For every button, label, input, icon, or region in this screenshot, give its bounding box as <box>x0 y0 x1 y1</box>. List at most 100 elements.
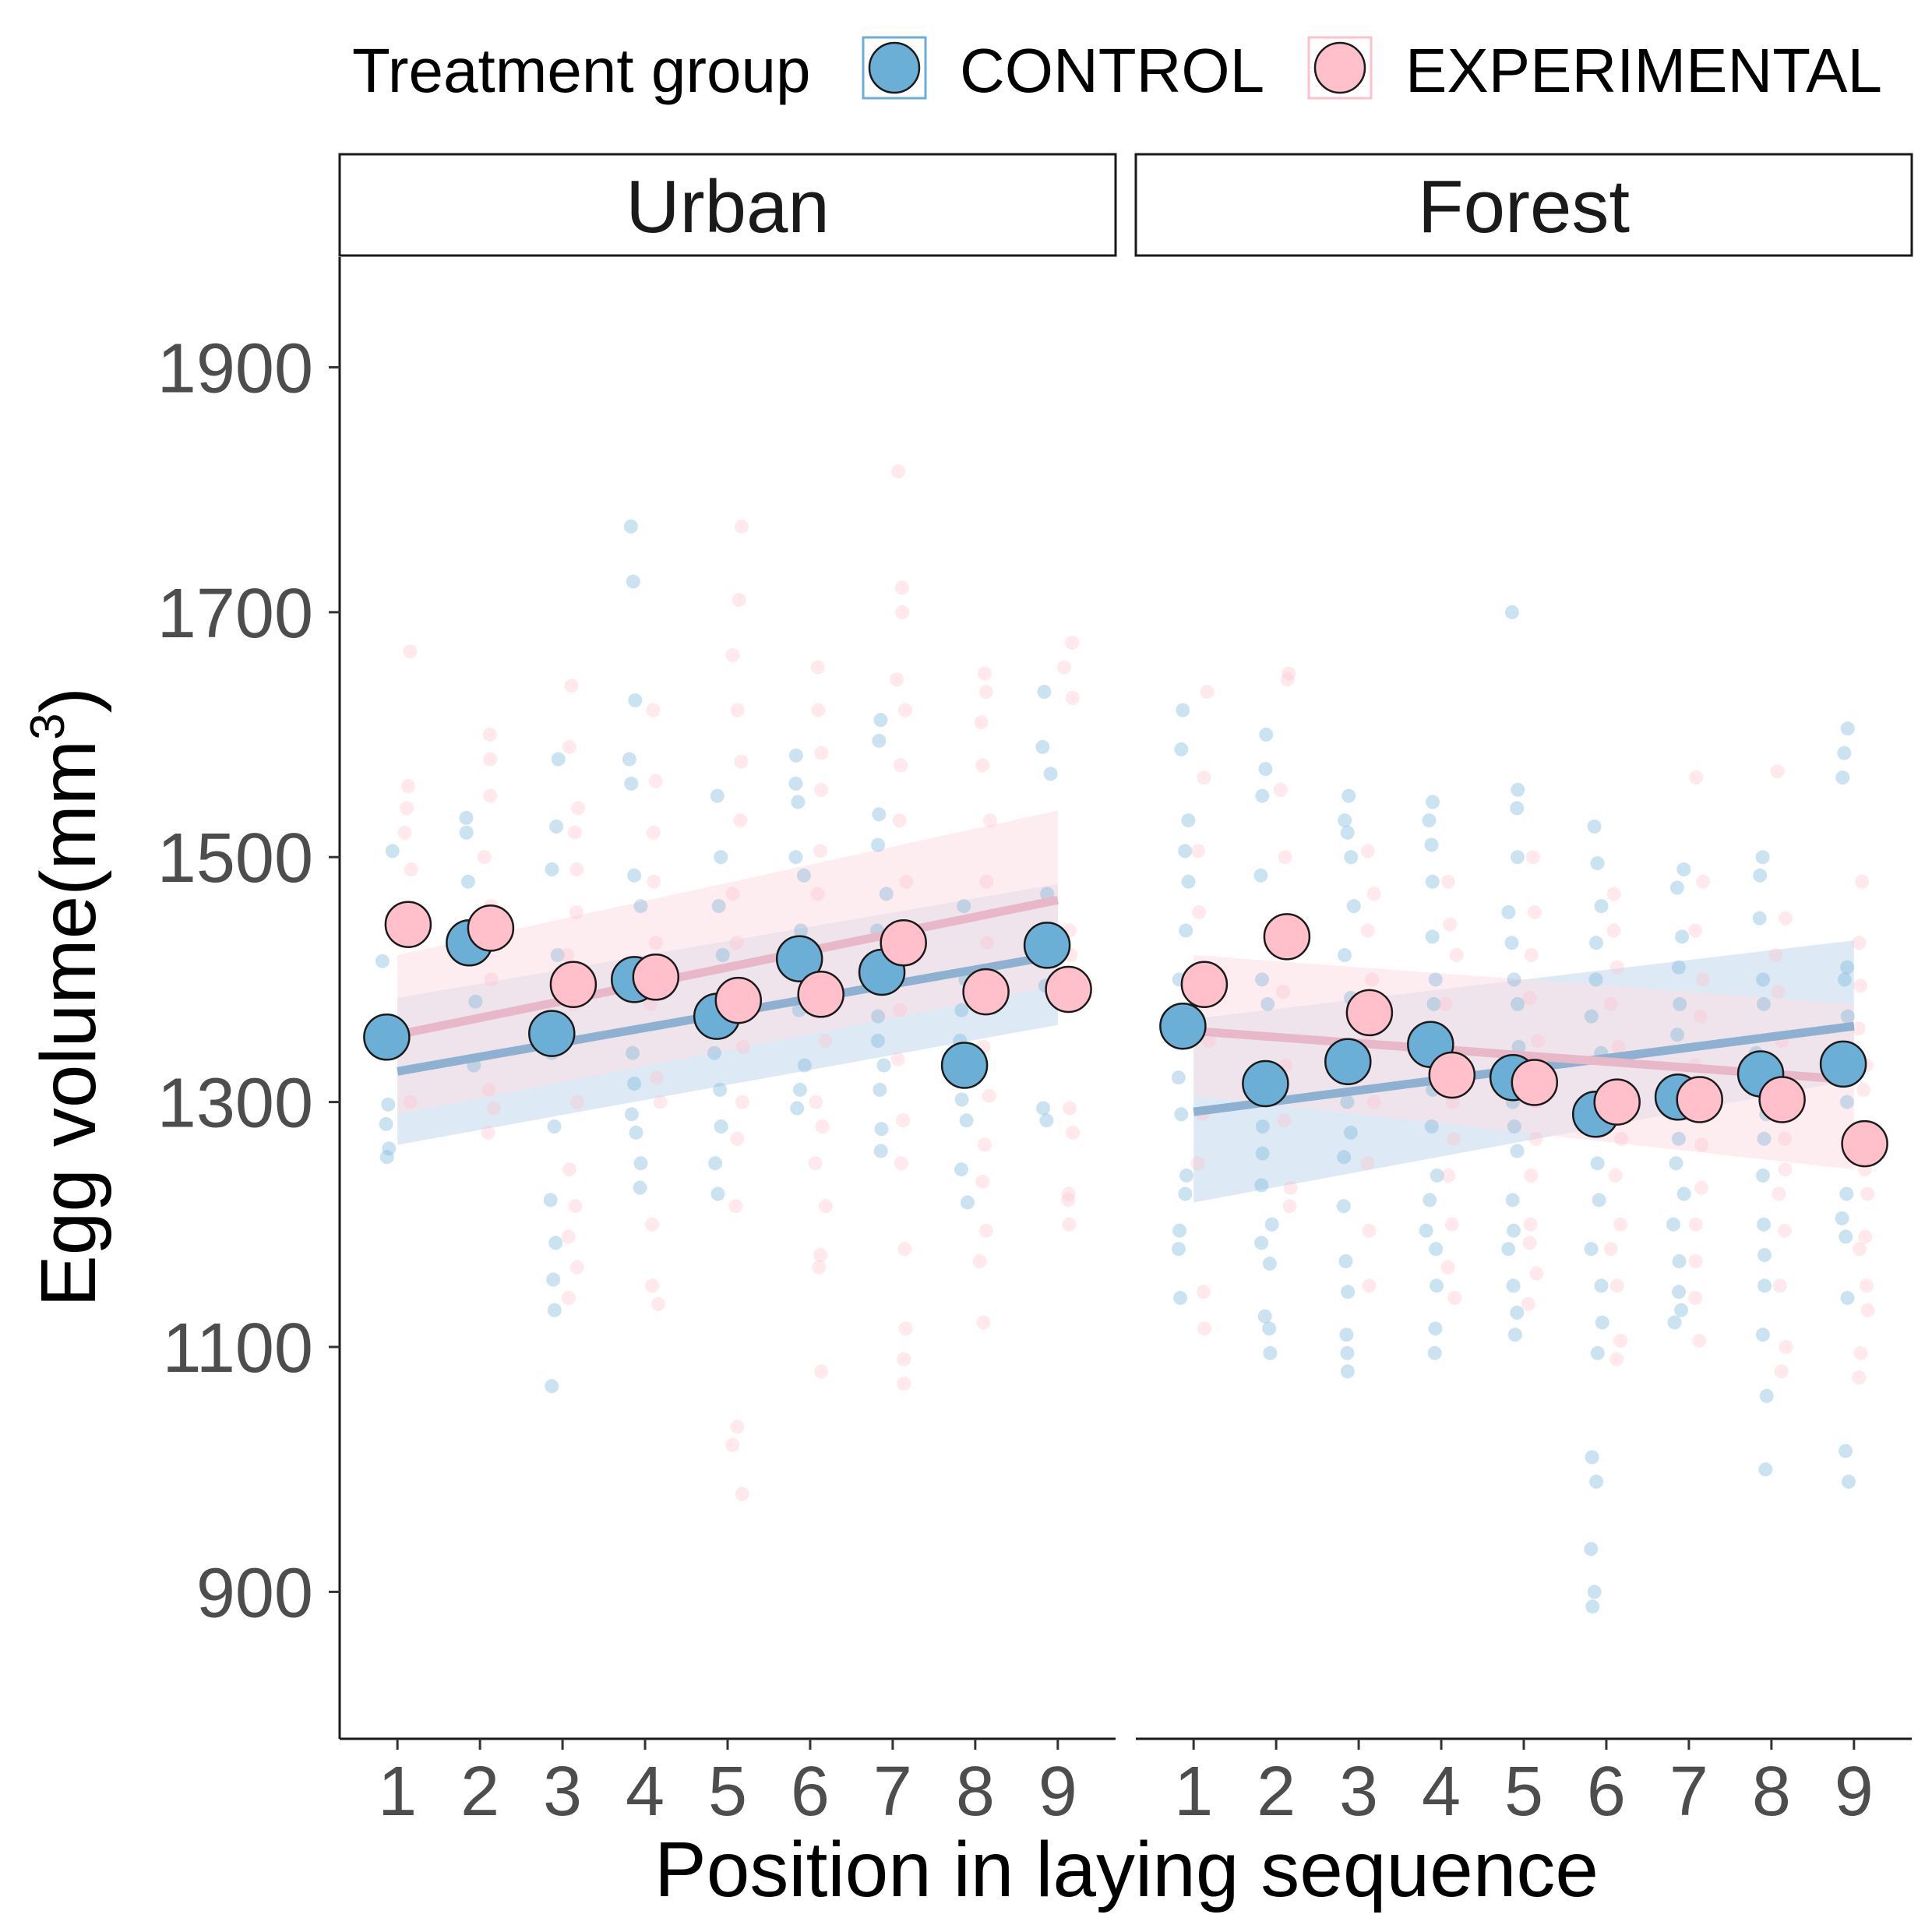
raw-point-forest-experimental <box>1278 850 1292 865</box>
x-tick-label: 1 <box>1174 1753 1213 1831</box>
x-tick-label: 8 <box>1752 1753 1791 1831</box>
raw-point-urban-experimental <box>730 703 745 717</box>
raw-point-urban-experimental <box>646 703 661 717</box>
mean-point-urban-control <box>363 1014 411 1061</box>
raw-point-urban-control <box>957 899 971 914</box>
raw-point-forest-control <box>1757 1131 1772 1146</box>
raw-point-forest-experimental <box>1768 948 1783 962</box>
raw-point-urban-control <box>633 1156 648 1171</box>
raw-point-forest-control <box>1344 850 1359 865</box>
raw-point-urban-experimental <box>896 1113 911 1128</box>
raw-point-forest-control <box>1510 1144 1525 1158</box>
raw-point-forest-experimental <box>1276 985 1290 999</box>
mean-point-forest-experimental <box>1180 961 1229 1008</box>
mean-point-forest-experimental <box>1263 913 1311 961</box>
raw-point-forest-control <box>1757 1248 1772 1263</box>
raw-point-urban-control <box>790 1101 805 1116</box>
raw-point-forest-control <box>1511 850 1525 865</box>
raw-point-forest-experimental <box>1282 666 1296 681</box>
raw-point-urban-experimental <box>400 779 415 794</box>
raw-point-forest-experimental <box>1190 1156 1205 1171</box>
raw-point-forest-experimental <box>1688 923 1703 938</box>
raw-point-forest-control <box>1171 1070 1186 1085</box>
raw-point-forest-experimental <box>1853 1242 1867 1257</box>
raw-point-forest-control <box>1178 1186 1193 1201</box>
raw-point-urban-experimental <box>1061 1186 1076 1201</box>
raw-point-forest-control <box>1423 1193 1437 1208</box>
raw-point-urban-control <box>794 923 808 938</box>
raw-point-forest-control <box>1501 1242 1516 1257</box>
raw-point-forest-control <box>1338 1254 1353 1268</box>
raw-point-urban-experimental <box>1063 1101 1077 1116</box>
raw-point-forest-control <box>1590 856 1605 871</box>
raw-point-urban-experimental <box>1057 660 1071 675</box>
raw-point-forest-experimental <box>1694 1180 1709 1195</box>
legend-key-experimental-icon <box>1313 41 1366 94</box>
raw-point-forest-experimental <box>1440 1260 1455 1274</box>
raw-point-urban-experimental <box>645 1278 660 1293</box>
raw-point-urban-control <box>624 1107 639 1122</box>
raw-point-urban-experimental <box>818 1199 833 1214</box>
raw-point-forest-experimental <box>1856 1082 1871 1097</box>
raw-point-urban-experimental <box>733 813 748 828</box>
raw-point-forest-control <box>1594 1278 1609 1293</box>
raw-point-forest-control <box>1340 1364 1355 1379</box>
raw-point-forest-control <box>1255 788 1270 803</box>
raw-point-forest-experimental <box>1855 874 1870 889</box>
raw-point-forest-control <box>1258 762 1273 777</box>
raw-point-forest-control <box>1506 1278 1521 1293</box>
raw-point-forest-control <box>1840 1009 1855 1024</box>
raw-point-forest-experimental <box>1774 1364 1789 1379</box>
raw-point-urban-control <box>551 752 566 767</box>
raw-point-forest-experimental <box>1611 1039 1626 1054</box>
raw-point-forest-control <box>1340 1345 1355 1360</box>
fit-line-urban-experimental <box>397 895 1059 1039</box>
raw-point-forest-experimental <box>1853 978 1868 993</box>
raw-point-forest-experimental <box>1859 1278 1874 1293</box>
raw-point-forest-experimental <box>1528 1131 1543 1146</box>
raw-point-forest-experimental <box>1197 1321 1211 1336</box>
raw-point-forest-control <box>1839 1444 1853 1458</box>
raw-point-urban-experimental <box>810 887 825 901</box>
raw-point-forest-control <box>1676 1186 1691 1201</box>
raw-point-forest-control <box>1584 1009 1599 1024</box>
raw-point-forest-control <box>1426 795 1440 809</box>
raw-point-urban-control <box>545 862 559 876</box>
raw-point-forest-experimental <box>1770 764 1785 779</box>
raw-point-urban-experimental <box>487 1101 501 1116</box>
raw-point-urban-experimental <box>814 782 829 797</box>
mean-point-urban-experimental <box>880 919 927 967</box>
raw-point-forest-control <box>1427 1345 1442 1360</box>
raw-point-forest-control <box>1339 1327 1354 1342</box>
raw-point-forest-control <box>1504 605 1519 619</box>
raw-point-urban-experimental <box>403 1095 418 1109</box>
raw-point-urban-control <box>548 1236 563 1250</box>
mean-point-forest-experimental <box>1841 1119 1888 1168</box>
raw-point-urban-experimental <box>567 825 582 840</box>
raw-point-forest-control <box>1510 1306 1525 1320</box>
panel-urban <box>363 464 1092 1501</box>
raw-point-urban-experimental <box>974 715 989 730</box>
raw-point-urban-experimental <box>735 1039 750 1054</box>
raw-point-forest-control <box>1585 1599 1600 1614</box>
raw-point-forest-experimental <box>1360 1156 1375 1171</box>
raw-point-forest-experimental <box>1858 1229 1873 1244</box>
raw-point-urban-experimental <box>1065 690 1080 705</box>
raw-point-forest-control <box>1336 1199 1351 1214</box>
mean-point-urban-experimental <box>797 971 844 1018</box>
raw-point-urban-control <box>954 1162 968 1177</box>
raw-point-urban-experimental <box>972 1254 987 1268</box>
raw-point-urban-control <box>381 1097 396 1112</box>
raw-point-urban-control <box>627 868 642 883</box>
raw-point-urban-experimental <box>1062 1217 1077 1232</box>
raw-point-urban-experimental <box>818 1034 833 1048</box>
raw-point-urban-control <box>1043 767 1058 781</box>
raw-point-urban-experimental <box>725 647 740 662</box>
raw-point-forest-experimental <box>1277 1113 1292 1128</box>
raw-point-forest-experimental <box>1603 1242 1618 1257</box>
raw-point-forest-control <box>1429 1242 1444 1257</box>
raw-point-forest-experimental <box>1772 1186 1786 1201</box>
raw-point-forest-experimental <box>1200 685 1215 699</box>
raw-point-forest-control <box>1174 742 1189 756</box>
raw-point-urban-experimental <box>975 758 990 773</box>
